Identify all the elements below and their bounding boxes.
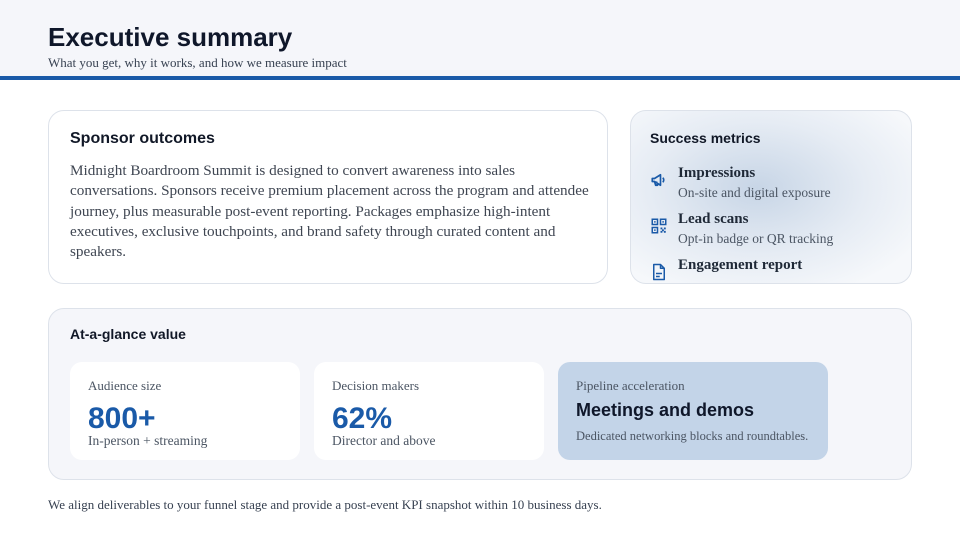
card-title: Success metrics — [650, 130, 761, 146]
metric-title: Engagement report — [678, 257, 803, 273]
tile-label: Decision makers — [332, 378, 420, 393]
tile-decision-makers: Decision makers 62% Director and above — [314, 362, 544, 460]
tile-sub: Director and above — [332, 433, 436, 448]
metric-title: Impressions — [678, 165, 756, 181]
megaphone-icon — [651, 173, 665, 187]
header-divider — [0, 76, 960, 80]
qr-code-icon — [651, 218, 667, 234]
sponsor-outcomes-card: Sponsor outcomes Midnight Boardroom Summ… — [48, 110, 608, 284]
metric-title: Lead scans — [678, 211, 749, 227]
card-title: Sponsor outcomes — [70, 130, 215, 147]
success-metrics-card: Success metrics Impressions On-site and … — [630, 110, 912, 284]
tile-value: Meetings and demos — [576, 400, 755, 420]
footer-note: We align deliverables to your funnel sta… — [48, 497, 602, 512]
header — [0, 0, 960, 76]
card-title: At-a-glance value — [70, 326, 186, 342]
tile-value: 62% — [332, 402, 393, 435]
metric-desc: On-site and digital exposure — [678, 185, 831, 200]
page-subtitle: What you get, why it works, and how we m… — [48, 55, 347, 70]
tile-value: 800+ — [88, 402, 156, 435]
metric-desc: Opt-in badge or QR tracking — [678, 231, 834, 246]
tile-sub: In-person + streaming — [88, 433, 208, 448]
tile-sub: Dedicated networking blocks and roundtab… — [576, 429, 809, 443]
document-icon — [653, 263, 665, 281]
tile-label: Pipeline acceleration — [576, 378, 685, 393]
card-body: Midnight Boardroom Summit is designed to… — [70, 162, 589, 261]
tile-pipeline-acceleration: Pipeline acceleration Meetings and demos… — [558, 362, 828, 460]
page-title: Executive summary — [48, 22, 293, 52]
tile-audience-size: Audience size 800+ In-person + streaming — [70, 362, 300, 460]
at-a-glance-card: At-a-glance value Audience size 800+ In-… — [48, 308, 912, 480]
tile-label: Audience size — [88, 378, 162, 393]
